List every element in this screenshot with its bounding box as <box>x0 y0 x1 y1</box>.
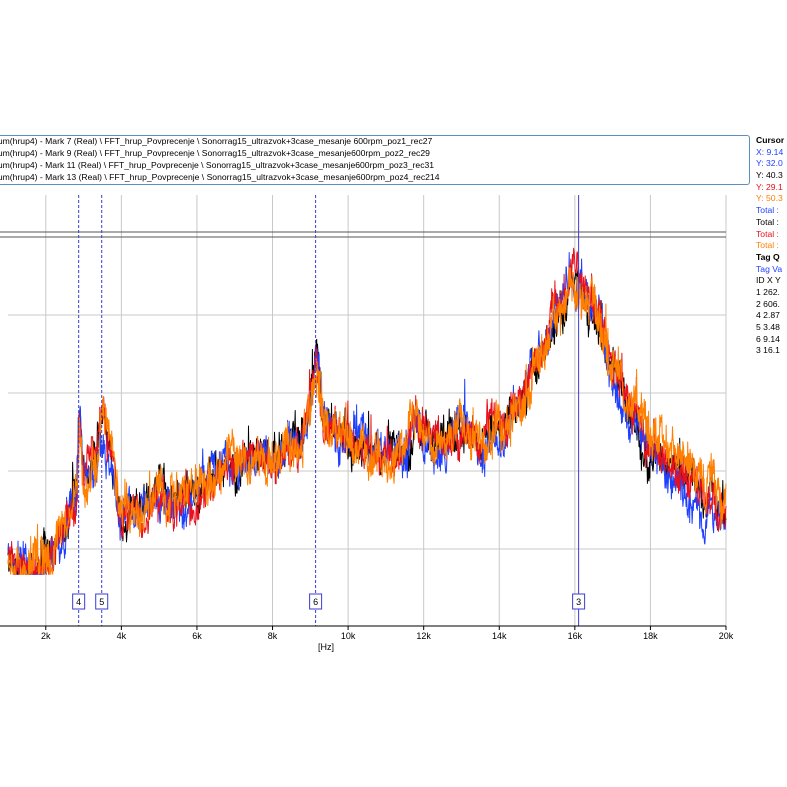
x-tick-label: 20k <box>719 631 734 641</box>
cursor-marker-label: 5 <box>99 597 104 607</box>
legend-entry-text: rum(hrup4) - Mark 7 (Real) \ FFT_hrup_Po… <box>0 136 433 146</box>
tag-table-row: 3 16.1 <box>756 345 780 356</box>
series-line <box>7 247 727 575</box>
cursor-marker-label: 3 <box>576 597 581 607</box>
tag-panel-subtitle: Tag Va <box>756 263 783 274</box>
cursor-panel-title: Cursor <box>756 135 785 145</box>
cursor-value-row: Total : <box>756 228 779 239</box>
tag-panel-title: Tag Q <box>756 251 780 262</box>
cursor-values-panel: Cursor X: 9.14 Y: 32.0 Y: 40.3 Y: 29.1 Y… <box>756 135 787 365</box>
cursor-value-row: Y: 32.0 <box>756 158 783 169</box>
tag-table-row: 6 9.14 <box>756 333 780 344</box>
tag-table-header: ID X Y <box>756 275 781 286</box>
cursor-marker <box>309 593 323 610</box>
legend-entry[interactable]: rum(hrup4) - Mark 11 (Real) \ FFT_hrup_P… <box>0 160 434 171</box>
legend: rum(hrup4) - Mark 7 (Real) \ FFT_hrup_Po… <box>0 135 750 185</box>
x-tick-label: 14k <box>492 631 507 641</box>
cursor-marker <box>572 593 586 610</box>
legend-entry[interactable]: rum(hrup4) - Mark 13 (Real) \ FFT_hrup_P… <box>0 172 439 183</box>
cursor-marker-label: 4 <box>76 597 81 607</box>
x-tick-label: 10k <box>341 631 356 641</box>
tag-table-row: 2 606. <box>756 298 780 309</box>
legend-entry[interactable]: rum(hrup4) - Mark 9 (Real) \ FFT_hrup_Po… <box>0 148 430 159</box>
legend-entry-text: rum(hrup4) - Mark 9 (Real) \ FFT_hrup_Po… <box>0 148 430 158</box>
cursor-value-row: Y: 40.3 <box>756 170 783 181</box>
legend-entry[interactable]: rum(hrup4) - Mark 7 (Real) \ FFT_hrup_Po… <box>0 136 432 147</box>
x-axis: 2k 4k 6k 8k 10k 12k 14k 16k 18k 20k <box>0 625 734 641</box>
x-tick-label: 2k <box>41 631 51 641</box>
x-axis-label: [Hz] <box>318 642 335 652</box>
series-layer <box>7 247 727 575</box>
x-tick-label: 4k <box>117 631 127 641</box>
grid <box>0 195 727 626</box>
cursor-value-row: Total : <box>756 205 779 216</box>
cursor-marker-label: 6 <box>313 597 318 607</box>
cursor-value-row: X: 9.14 <box>756 146 784 157</box>
x-tick-label: 16k <box>568 631 583 641</box>
x-tick-label: 8k <box>268 631 278 641</box>
cursor-marker <box>72 593 86 610</box>
cursor-value-row: Y: 29.1 <box>756 181 783 192</box>
tag-table-row: 5 3.48 <box>756 322 780 332</box>
series-line <box>7 252 727 575</box>
cursor-value-row: Total : <box>756 240 779 251</box>
cursor-marker <box>95 593 109 610</box>
series-line <box>7 267 727 575</box>
cursor-value-row: Y: 50.3 <box>756 193 783 204</box>
cursor-value-row: Total : <box>756 216 779 227</box>
cursor-layer: 4 5 6 3 <box>72 195 586 626</box>
legend-entry-text: rum(hrup4) - Mark 13 (Real) \ FFT_hrup_P… <box>0 172 440 182</box>
series-line <box>7 266 727 575</box>
legend-entry-text: rum(hrup4) - Mark 11 (Real) \ FFT_hrup_P… <box>0 160 435 170</box>
x-tick-label: 12k <box>416 631 431 641</box>
tag-table-row: 1 262. <box>756 286 780 297</box>
x-tick-label: 6k <box>192 631 202 641</box>
tag-table-row: 4 2.87 <box>756 310 780 321</box>
x-tick-label: 18k <box>643 631 658 641</box>
